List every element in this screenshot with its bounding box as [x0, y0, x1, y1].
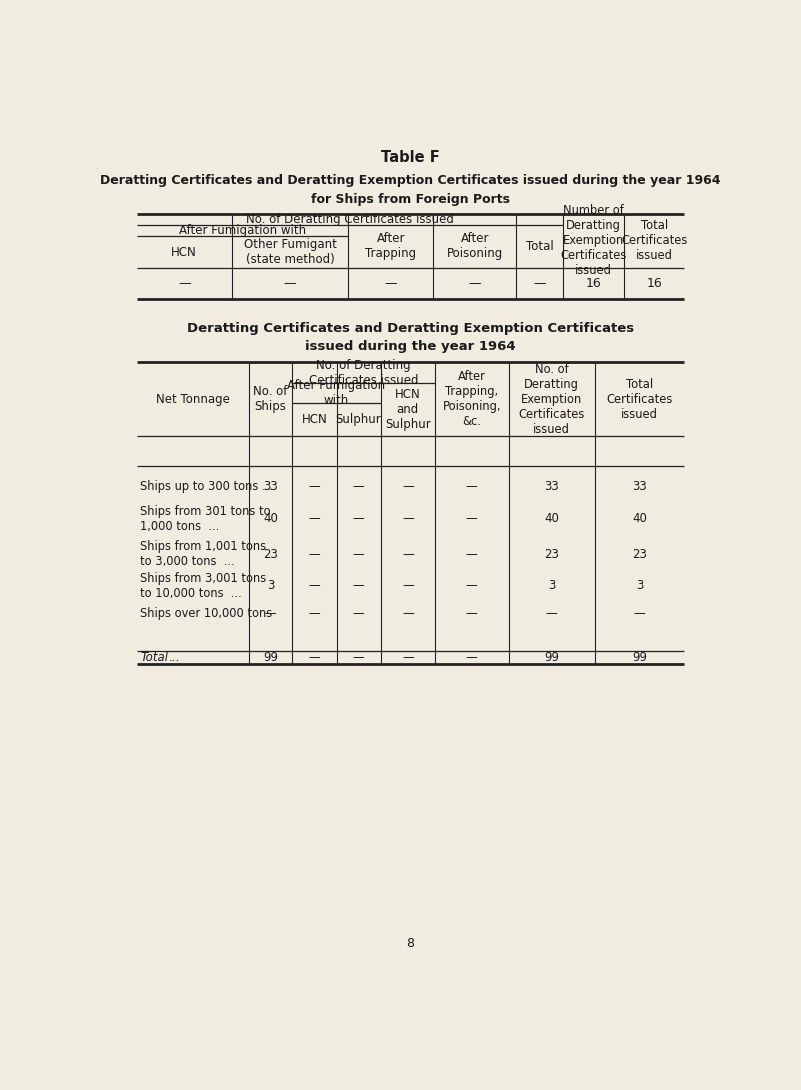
Text: —: —: [545, 607, 557, 620]
Text: —: —: [308, 480, 320, 493]
Text: —: —: [533, 277, 545, 290]
Text: Ships from 1,001 tons
to 3,000 tons  ...: Ships from 1,001 tons to 3,000 tons ...: [140, 541, 267, 568]
Text: After Fumigation with: After Fumigation with: [179, 225, 306, 237]
Text: Ships from 3,001 tons
to 10,000 tons  ...: Ships from 3,001 tons to 10,000 tons ...: [140, 572, 267, 600]
Text: HCN
and
Sulphur: HCN and Sulphur: [385, 388, 431, 432]
Text: —: —: [402, 580, 413, 592]
Text: —: —: [466, 651, 477, 664]
Text: Other Fumigant
(state method): Other Fumigant (state method): [244, 238, 336, 266]
Text: 16: 16: [586, 277, 602, 290]
Text: 99: 99: [263, 651, 278, 664]
Text: HCN: HCN: [301, 413, 328, 426]
Text: Sulphur: Sulphur: [336, 413, 381, 426]
Text: —: —: [466, 480, 477, 493]
Text: Net Tonnage: Net Tonnage: [156, 392, 230, 405]
Text: 3: 3: [636, 580, 643, 592]
Text: 99: 99: [632, 651, 647, 664]
Text: —: —: [352, 580, 364, 592]
Text: —: —: [469, 277, 481, 290]
Text: Deratting Certificates and Deratting Exemption Certificates: Deratting Certificates and Deratting Exe…: [187, 323, 634, 336]
Text: After Fumigation
with: After Fumigation with: [288, 379, 385, 408]
Text: —: —: [634, 607, 646, 620]
Text: 3: 3: [548, 580, 555, 592]
Text: —: —: [384, 277, 397, 290]
Text: 33: 33: [632, 480, 647, 493]
Text: —: —: [466, 548, 477, 560]
Text: —: —: [466, 607, 477, 620]
Text: After
Trapping: After Trapping: [365, 232, 417, 261]
Text: Total: Total: [525, 240, 553, 253]
Text: —: —: [402, 548, 413, 560]
Text: Ships from 301 tons to
1,000 tons  ...: Ships from 301 tons to 1,000 tons ...: [140, 505, 271, 533]
Text: 40: 40: [544, 512, 559, 525]
Text: Ships over 10,000 tons: Ships over 10,000 tons: [140, 607, 272, 620]
Text: —: —: [308, 580, 320, 592]
Text: No. of
Ships: No. of Ships: [253, 385, 288, 413]
Text: —: —: [178, 277, 191, 290]
Text: Number of
Deratting
Exemption
Certificates
issued: Number of Deratting Exemption Certificat…: [560, 205, 626, 278]
Text: —: —: [352, 512, 364, 525]
Text: 23: 23: [544, 548, 559, 560]
Text: —: —: [308, 607, 320, 620]
Text: —: —: [402, 512, 413, 525]
Text: No. of Deratting
Certificates issued: No. of Deratting Certificates issued: [309, 359, 418, 387]
Text: —: —: [402, 651, 413, 664]
Text: Deratting Certificates and Deratting Exemption Certificates issued during the ye: Deratting Certificates and Deratting Exe…: [100, 174, 720, 187]
Text: 33: 33: [544, 480, 559, 493]
Text: Total
Certificates
issued: Total Certificates issued: [606, 377, 673, 421]
Text: Table F: Table F: [380, 150, 440, 166]
Text: for Ships from Foreign Ports: for Ships from Foreign Ports: [311, 193, 509, 206]
Text: 23: 23: [632, 548, 647, 560]
Text: 3: 3: [267, 580, 274, 592]
Text: Ships up to 300 tons ...: Ships up to 300 tons ...: [140, 480, 273, 493]
Text: After
Trapping,
Poisoning,
&c.: After Trapping, Poisoning, &c.: [442, 371, 501, 428]
Text: —: —: [352, 480, 364, 493]
Text: 99: 99: [544, 651, 559, 664]
Text: 40: 40: [632, 512, 647, 525]
Text: HCN: HCN: [171, 245, 197, 258]
Text: 40: 40: [264, 512, 278, 525]
Text: Total
Certificates
issued: Total Certificates issued: [621, 219, 687, 263]
Text: —: —: [352, 548, 364, 560]
Text: ...: ...: [169, 651, 180, 664]
Text: 8: 8: [406, 936, 414, 949]
Text: —: —: [466, 512, 477, 525]
Text: 33: 33: [264, 480, 278, 493]
Text: No. of
Deratting
Exemption
Certificates
issued: No. of Deratting Exemption Certificates …: [518, 363, 585, 436]
Text: —: —: [308, 512, 320, 525]
Text: —: —: [352, 607, 364, 620]
Text: —: —: [402, 480, 413, 493]
Text: —: —: [284, 277, 296, 290]
Text: 23: 23: [264, 548, 278, 560]
Text: No. of Deratting Certificates issued: No. of Deratting Certificates issued: [246, 213, 453, 226]
Text: —: —: [402, 607, 413, 620]
Text: —: —: [352, 651, 364, 664]
Text: After
Poisoning: After Poisoning: [447, 232, 503, 261]
Text: issued during the year 1964: issued during the year 1964: [305, 340, 515, 353]
Text: —: —: [308, 651, 320, 664]
Text: Total: Total: [140, 651, 168, 664]
Text: —: —: [265, 607, 276, 620]
Text: 16: 16: [646, 277, 662, 290]
Text: —: —: [466, 580, 477, 592]
Text: —: —: [308, 548, 320, 560]
